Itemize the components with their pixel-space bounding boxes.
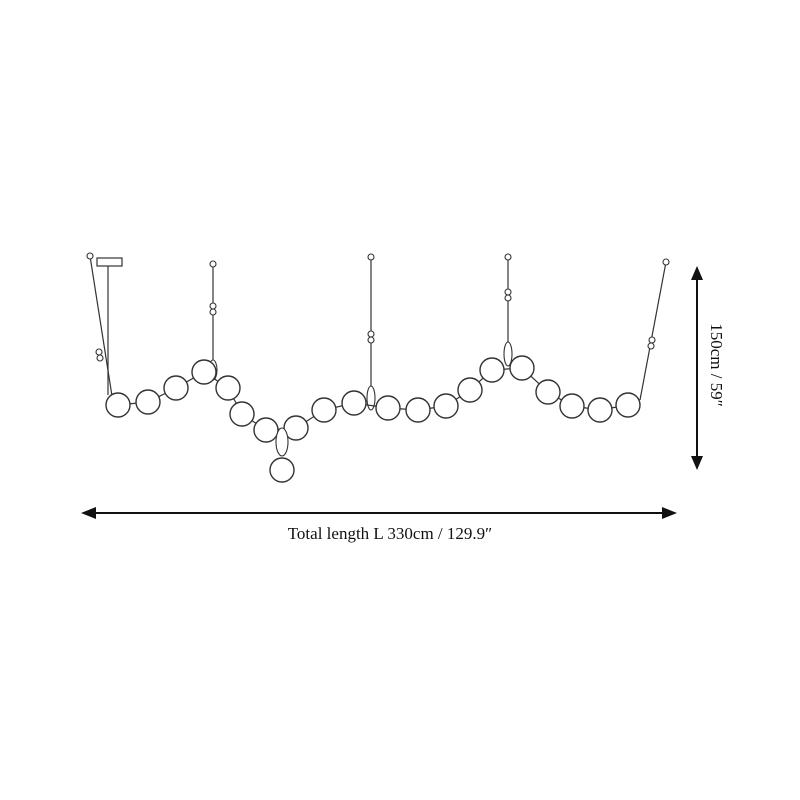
length-arrow (81, 507, 677, 519)
ceiling-mount (504, 253, 512, 261)
arrow-head (662, 507, 677, 519)
ceiling-mount (86, 252, 94, 260)
arrow-head (691, 456, 703, 470)
ceiling-mount (662, 258, 670, 266)
arrow-head (691, 266, 703, 280)
globe (375, 395, 401, 421)
globe (433, 393, 459, 419)
bead (209, 302, 217, 310)
canopy (96, 257, 123, 267)
length-label: Total length L 330cm / 129.9″ (288, 524, 493, 543)
globe (535, 379, 561, 405)
ring (275, 427, 289, 457)
globe (229, 401, 255, 427)
globe (215, 375, 241, 401)
globe (269, 457, 295, 483)
wire (639, 261, 667, 401)
bead (96, 354, 104, 362)
bead (648, 336, 656, 344)
globe (509, 355, 535, 381)
ring (366, 385, 376, 411)
height-label: 150cm / 59″ (707, 323, 726, 407)
bead (504, 294, 512, 302)
globe (341, 390, 367, 416)
globe (191, 359, 217, 385)
globe (587, 397, 613, 423)
bead (209, 308, 217, 316)
globe (479, 357, 505, 383)
globe (457, 377, 483, 403)
globe (615, 392, 641, 418)
bead (504, 288, 512, 296)
bead (95, 348, 103, 356)
globe (135, 389, 161, 415)
bead (647, 342, 655, 350)
globe (283, 415, 309, 441)
ceiling-mount (367, 253, 375, 261)
globe (163, 375, 189, 401)
ceiling-mount (209, 260, 217, 268)
globe (559, 393, 585, 419)
globe (253, 417, 279, 443)
chandelier (86, 252, 670, 483)
arrow-head (81, 507, 96, 519)
globe (311, 397, 337, 423)
ring (503, 341, 513, 367)
globe (405, 397, 431, 423)
bead (367, 336, 375, 344)
bead (367, 330, 375, 338)
globe (105, 392, 131, 418)
height-arrow (691, 266, 703, 470)
